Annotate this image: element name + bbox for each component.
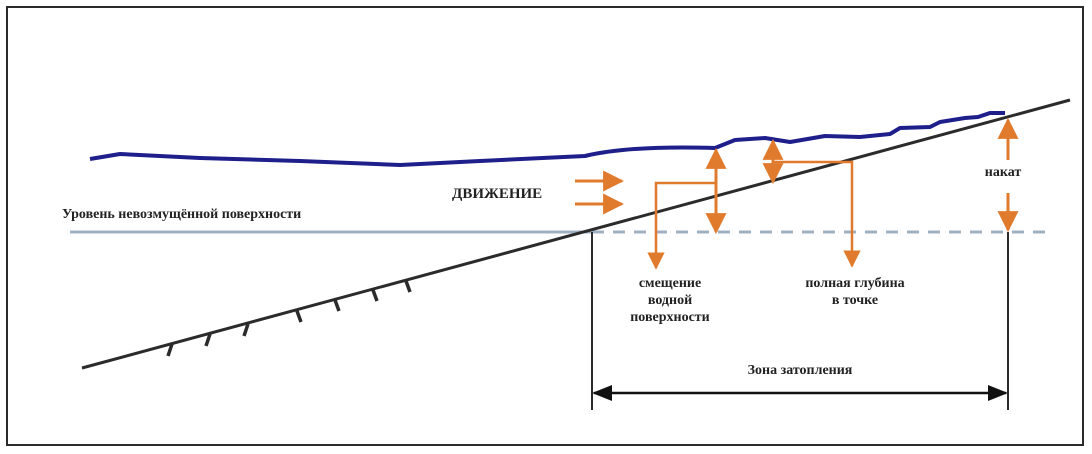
undisturbed-level-label: Уровень невозмущённой поверхности — [62, 207, 301, 222]
total-depth-leader-line — [773, 160, 861, 268]
diagram-frame — [6, 6, 1084, 446]
displacement-label-line3: поверхности — [630, 310, 710, 325]
seabed-hatching — [166, 280, 412, 357]
total-depth-label-line1: полная глубина — [805, 276, 904, 291]
displacement-leader-line — [647, 181, 716, 270]
displacement-label-line2: водной — [648, 293, 692, 308]
total-depth-label-line2: в точке — [832, 293, 878, 308]
water-surface-wave — [89, 111, 1005, 167]
runup-label: накат — [985, 165, 1022, 180]
seabed-slope-line — [81, 98, 1071, 370]
inundation-zone-label: Зона затопления — [748, 363, 853, 378]
displacement-label-line1: смещение — [639, 276, 701, 291]
movement-label: ДВИЖЕНИЕ — [452, 186, 542, 202]
